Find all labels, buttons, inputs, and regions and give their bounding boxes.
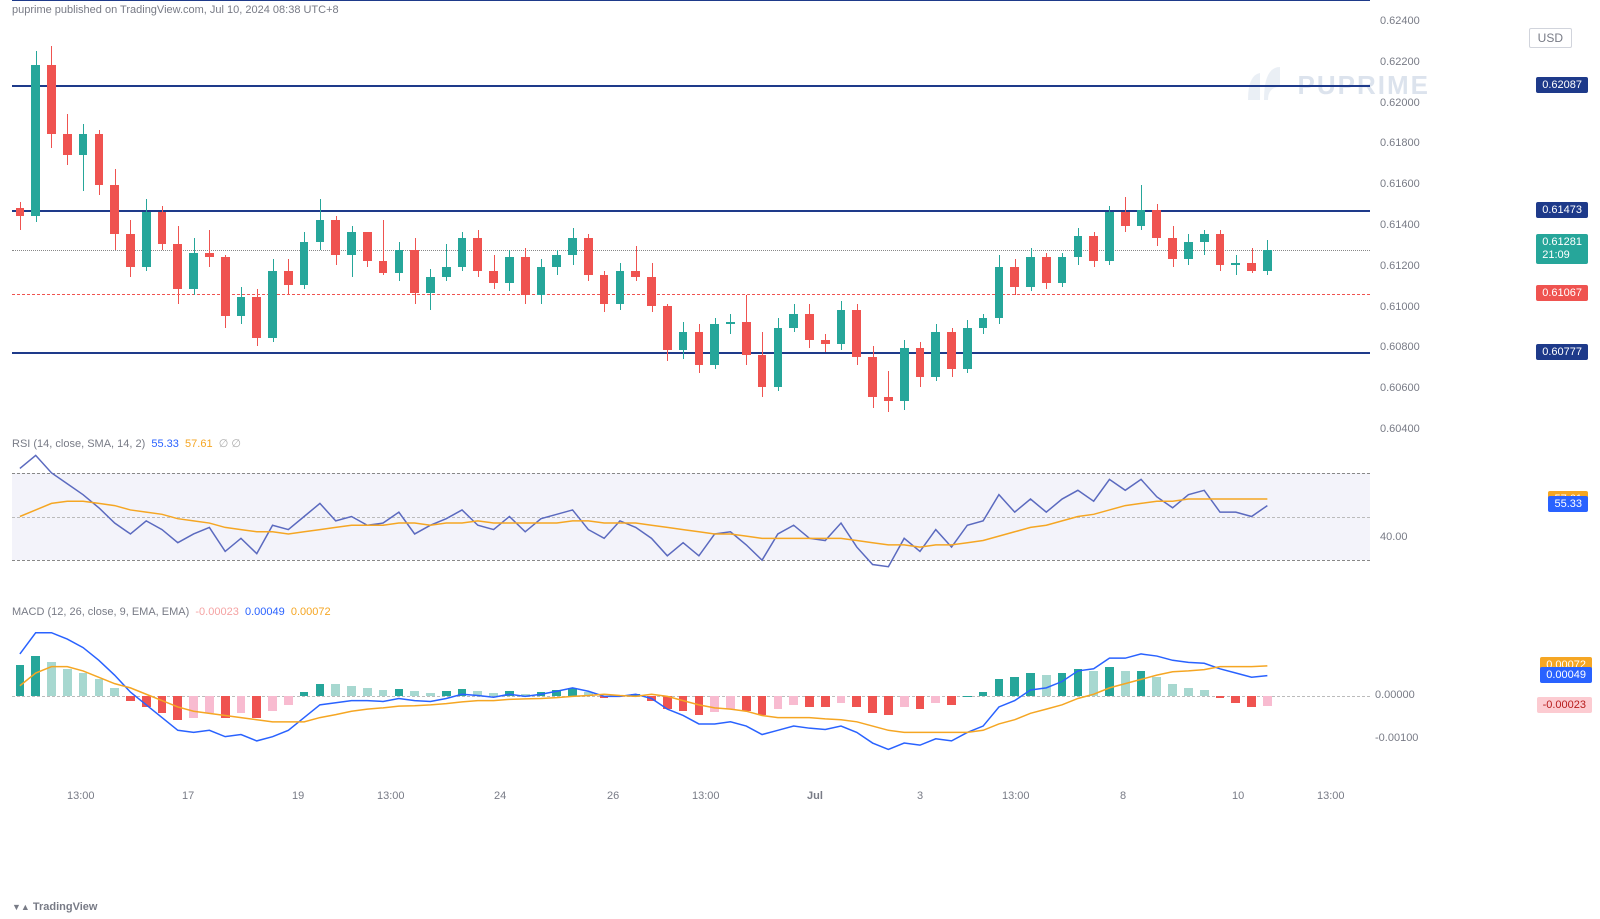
time-tick: 13:00 — [67, 790, 95, 802]
time-tick: 17 — [182, 790, 194, 802]
time-tick: 10 — [1232, 790, 1244, 802]
time-tick: 26 — [607, 790, 619, 802]
time-tick: 24 — [494, 790, 506, 802]
time-tick: 8 — [1120, 790, 1126, 802]
time-tick: 13:00 — [1317, 790, 1345, 802]
tradingview-logo: ▼▲ TradingView — [12, 901, 97, 913]
time-tick: 13:00 — [1002, 790, 1030, 802]
macd-signal-line — [0, 0, 1600, 919]
time-tick: Jul — [807, 790, 823, 802]
time-tick: 13:00 — [377, 790, 405, 802]
time-tick: 19 — [292, 790, 304, 802]
time-tick: 13:00 — [692, 790, 720, 802]
time-tick: 3 — [917, 790, 923, 802]
